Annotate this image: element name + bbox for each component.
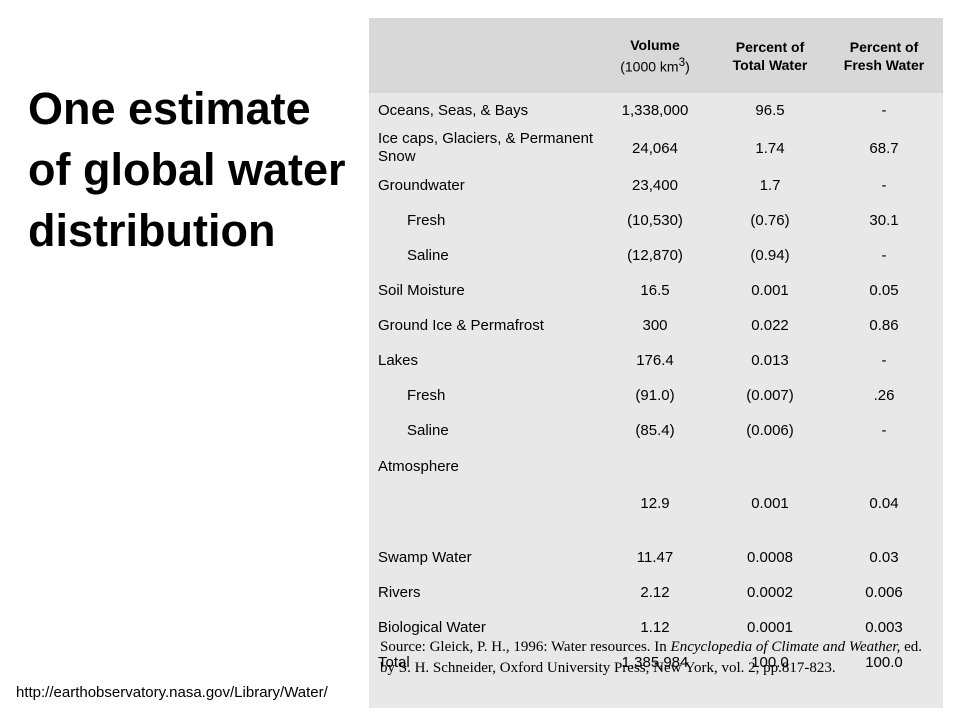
row-percent-total-cell: 0.001 xyxy=(751,494,789,512)
slide-title: One estimate of global water distributio… xyxy=(28,83,346,256)
water-distribution-table-panel: Volume (1000 km3) Percent of Total Water… xyxy=(369,18,943,708)
row-percent-total-cell: 0.0008 xyxy=(747,549,793,566)
row-category-cell: Atmosphere xyxy=(378,458,459,475)
row-volume-cell: 12.9 xyxy=(640,494,670,512)
table-row: Atmosphere 12.9 0.001 0.04 xyxy=(369,448,943,540)
table-row: Saline (85.4) (0.006) - xyxy=(369,413,943,448)
row-percent-total-cell: 1.7 xyxy=(759,177,781,194)
row-percent-total-cell: 0.0002 xyxy=(747,584,793,601)
row-category-cell: Saline xyxy=(407,247,449,264)
row-category-cell: Fresh xyxy=(407,212,446,229)
row-percent-fresh-cell: 30.1 xyxy=(869,212,899,229)
row-percent-total-cell: 0.022 xyxy=(751,317,789,334)
header-percent-fresh: Percent of Fresh Water xyxy=(843,38,925,73)
row-category-cell: Saline xyxy=(407,422,449,439)
source-citation-suffix: ed. by S. H. Schneider, Oxford Universit… xyxy=(380,639,923,676)
row-percent-fresh-cell: .26 xyxy=(873,387,895,404)
source-url-link[interactable]: http://earthobservatory.nasa.gov/Library… xyxy=(16,684,328,701)
row-percent-fresh-cell: - xyxy=(881,247,887,264)
row-category-cell: Total xyxy=(378,654,410,671)
water-distribution-table: Volume (1000 km3) Percent of Total Water… xyxy=(369,18,943,680)
row-category-cell: Groundwater xyxy=(378,177,465,194)
source-citation-book-title: Encyclopedia of Climate and Weather, xyxy=(670,639,901,655)
row-percent-fresh-cell: 68.7 xyxy=(869,139,899,157)
row-percent-fresh-cell: 0.05 xyxy=(869,282,899,299)
table-row: Rivers 2.12 0.0002 0.006 xyxy=(369,575,943,610)
table-row: Fresh (10,530) (0.76) 30.1 xyxy=(369,203,943,238)
row-percent-total-cell: (0.006) xyxy=(746,422,794,439)
row-percent-total-cell: 0.001 xyxy=(751,282,789,299)
row-category-cell: Lakes xyxy=(378,352,419,369)
row-percent-fresh-cell: 0.006 xyxy=(865,584,903,601)
row-percent-fresh-cell: 0.03 xyxy=(869,549,899,566)
table-row: Total 1,385,984 100.0 100.0 xyxy=(369,645,943,680)
row-volume-cell: 16.5 xyxy=(640,282,670,299)
table-row: Soil Moisture 16.5 0.001 0.05 xyxy=(369,273,943,308)
header-category xyxy=(369,18,595,93)
table-row: Lakes 176.4 0.013 - xyxy=(369,343,943,378)
header-volume: Volume (1000 km3) xyxy=(595,18,715,93)
row-percent-total-cell: (0.94) xyxy=(750,247,790,264)
table-row: Ground Ice & Permafrost 300 0.022 0.86 xyxy=(369,308,943,343)
row-category-cell: Rivers xyxy=(378,584,421,601)
row-category-cell: Biological Water xyxy=(378,619,486,636)
table-body: Oceans, Seas, & Bays 1,338,000 96.5 - Ice ca… xyxy=(369,93,943,680)
row-percent-fresh-cell: 100.0 xyxy=(865,654,903,671)
row-percent-total-cell: 100.0 xyxy=(751,654,789,671)
row-percent-total-cell: (0.007) xyxy=(746,387,794,404)
row-percent-total-cell: 1.74 xyxy=(755,139,785,157)
row-category-cell: Ice caps, Glaciers, & Permanent Snow xyxy=(378,130,594,165)
row-percent-fresh-cell: - xyxy=(881,102,887,119)
row-percent-total-cell: 0.013 xyxy=(751,352,789,369)
row-category-cell: Ground Ice & Permafrost xyxy=(378,317,544,334)
row-category-cell: Swamp Water xyxy=(378,549,472,566)
row-percent-fresh-cell: 0.04 xyxy=(869,494,899,512)
table-header-background xyxy=(369,18,943,93)
table-row: Groundwater 23,400 1.7 - xyxy=(369,168,943,203)
row-category-cell: Oceans, Seas, & Bays xyxy=(378,102,529,119)
header-volume-label: Volume xyxy=(630,36,680,53)
row-volume-cell: 1.12 xyxy=(640,619,670,636)
row-percent-total-cell: 96.5 xyxy=(755,102,785,119)
row-volume-cell: (85.4) xyxy=(635,422,675,439)
row-volume-cell: 2.12 xyxy=(640,584,670,601)
header-percent-total: Percent of Total Water xyxy=(732,38,808,73)
row-category-cell: Soil Moisture xyxy=(378,282,465,299)
row-volume-cell: (91.0) xyxy=(635,387,675,404)
row-volume-cell: 11.47 xyxy=(636,549,674,566)
row-volume-cell: 176.4 xyxy=(636,352,674,369)
source-citation: Source: Gleick, P. H., 1996: Water resou… xyxy=(380,637,936,679)
row-volume-cell: 300 xyxy=(642,317,668,334)
row-percent-fresh-cell: 0.003 xyxy=(865,619,903,636)
row-volume-cell: 1,338,000 xyxy=(621,102,689,119)
table-header-row: Volume (1000 km3) Percent of Total Water… xyxy=(369,18,943,93)
table-row: Saline (12,870) (0.94) - xyxy=(369,238,943,273)
row-percent-total-cell: 0.0001 xyxy=(747,619,793,636)
row-percent-fresh-cell: - xyxy=(881,422,887,439)
row-percent-fresh-cell: 0.86 xyxy=(869,317,899,334)
row-volume-cell: 24,064 xyxy=(632,139,678,157)
row-volume-cell: (12,870) xyxy=(627,247,683,264)
row-percent-fresh-cell: - xyxy=(881,177,887,194)
row-volume-cell: (10,530) xyxy=(627,212,683,229)
table-header: Volume (1000 km3) Percent of Total Water… xyxy=(369,18,943,93)
row-volume-cell: 23,400 xyxy=(632,177,678,194)
table-row: Swamp Water 11.47 0.0008 0.03 xyxy=(369,540,943,575)
table-row: Biological Water 1.12 0.0001 0.003 xyxy=(369,610,943,645)
source-citation-prefix: Source: Gleick, P. H., 1996: Water resou… xyxy=(380,639,671,655)
row-percent-total-cell: (0.76) xyxy=(750,212,790,229)
row-category-cell: Fresh xyxy=(407,387,446,404)
header-volume-unit: (1000 km3) xyxy=(620,55,690,75)
table-row: Oceans, Seas, & Bays 1,338,000 96.5 - xyxy=(369,93,943,128)
row-percent-fresh-cell: - xyxy=(881,352,887,369)
row-volume-cell: 1,385,984 xyxy=(621,654,689,671)
table-row: Ice caps, Glaciers, & Permanent Snow 24,0… xyxy=(369,128,943,168)
table-row: Fresh (91.0) (0.007) .26 xyxy=(369,378,943,413)
